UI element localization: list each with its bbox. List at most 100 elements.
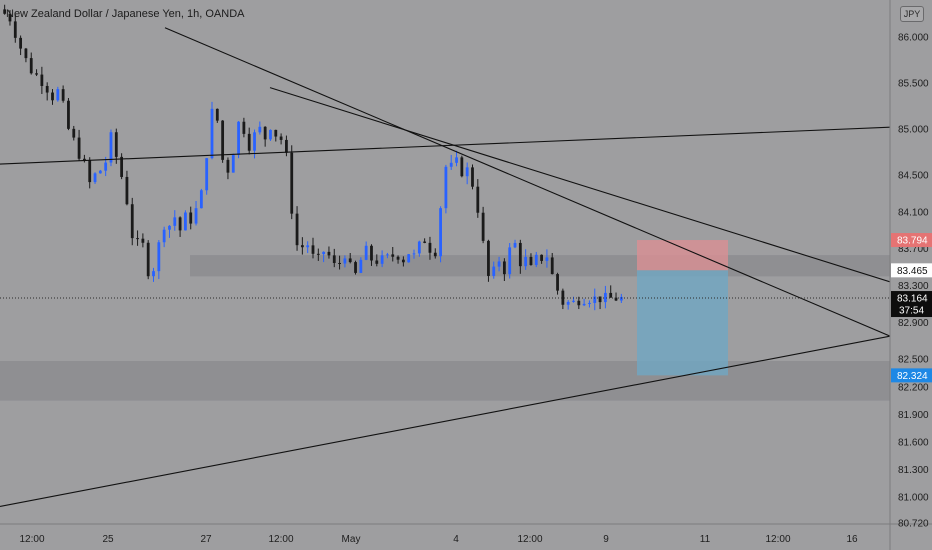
candle-body (300, 245, 304, 248)
candle-body (375, 260, 379, 264)
candle-body (476, 186, 480, 213)
current-price-tag-bg (891, 291, 932, 318)
candle-body (157, 242, 161, 272)
time-tick-label: 27 (200, 534, 212, 545)
candle-body (221, 120, 225, 160)
price-tick-label: 82.500 (898, 355, 929, 366)
candle-body (439, 208, 442, 257)
candle-body (231, 154, 235, 173)
candle-body (327, 251, 331, 256)
trendline-2[interactable] (164, 27, 891, 337)
candle-body (572, 300, 575, 302)
candle-body (359, 259, 363, 273)
price-tick-label: 81.000 (898, 493, 929, 504)
candle-body (24, 48, 28, 59)
candle-body (67, 100, 70, 129)
price-tick-label: 84.500 (898, 171, 929, 182)
candle-body (614, 297, 618, 301)
time-tick-label: 4 (453, 534, 459, 545)
trendlines-layer[interactable] (0, 27, 891, 507)
candle-body (311, 245, 315, 254)
candle-body (98, 170, 102, 174)
candle-body (168, 225, 171, 230)
candle-body (338, 262, 341, 264)
stop-loss-zone[interactable] (637, 240, 728, 271)
candle-body (114, 132, 118, 157)
candle-body (566, 301, 570, 305)
candle-body (226, 159, 230, 173)
candle-body (61, 89, 65, 101)
candle-body (391, 254, 395, 257)
candle-body (343, 258, 347, 264)
trendline-3[interactable] (269, 87, 891, 283)
candle-body (51, 92, 54, 101)
candle-body (29, 58, 33, 74)
candle-body (13, 21, 17, 38)
level-price-tag-bg (891, 263, 932, 278)
target-price-tag-bg (891, 368, 932, 383)
candle-body (242, 121, 246, 134)
candle-body (407, 254, 411, 263)
price-axis[interactable]: 86.000 85.500 85.000 84.500 84.100 83.700 83.3… (898, 33, 929, 530)
candle-body (125, 176, 129, 205)
candle-body (40, 74, 44, 86)
trendline-4[interactable] (0, 335, 891, 507)
lower-demand-zone (0, 361, 890, 401)
candle-body (173, 217, 177, 226)
price-tick-label: 86.000 (898, 33, 929, 44)
candle-body (513, 242, 517, 248)
candle-body (593, 296, 597, 303)
candle-body (104, 162, 108, 171)
time-axis[interactable]: 12:00 25 27 12:00 May 4 12:00 9 11 12:00 16 (19, 534, 858, 545)
candle-body (455, 157, 458, 163)
price-tick-label: 81.600 (898, 438, 929, 449)
candle-body (72, 128, 76, 138)
candle-body (295, 213, 299, 246)
candle-body (487, 240, 490, 276)
countdown-tag: 37:54 (899, 306, 924, 317)
candle-body (524, 256, 528, 267)
candle-body (263, 126, 267, 140)
candle-body (609, 292, 613, 298)
candle-body (253, 132, 256, 151)
candle-body (396, 256, 400, 260)
candle-body (556, 274, 559, 291)
take-profit-zone[interactable] (637, 270, 728, 376)
current-price-tag: 83.164 (897, 294, 928, 305)
candle-body (205, 158, 209, 191)
candle-body (274, 129, 278, 137)
time-tick-label: 12:00 (517, 534, 542, 545)
candle-body (412, 253, 416, 255)
candle-body (550, 257, 554, 275)
time-tick-label: 12:00 (765, 534, 790, 545)
time-tick-label: 11 (700, 534, 711, 545)
candle-body (88, 160, 92, 183)
candle-body (162, 229, 166, 243)
upper-support-zone (190, 255, 890, 277)
candle-body (45, 85, 49, 93)
candle-body (93, 173, 97, 183)
candle-body (540, 254, 543, 261)
trendline-1[interactable] (0, 126, 891, 165)
candle-body (619, 296, 623, 301)
candle-body (194, 208, 198, 224)
candle-body (237, 121, 240, 155)
candle-body (502, 261, 506, 275)
candle-body (35, 73, 38, 75)
candle-body (146, 242, 150, 277)
candle-body (178, 217, 182, 231)
candle-body (588, 302, 591, 304)
candle-body (189, 212, 193, 224)
candle-body (386, 254, 389, 256)
candle-body (184, 212, 187, 231)
symbol-title[interactable]: New Zealand Dollar / Japanese Yen, 1h, O… (6, 8, 245, 20)
price-tick-label: 80.720 (898, 519, 929, 530)
candle-body (332, 255, 336, 263)
currency-badge[interactable]: JPY (900, 6, 924, 22)
position-tool[interactable] (637, 240, 728, 376)
candle-body (247, 133, 251, 151)
candle-body (8, 13, 12, 22)
candle-body (285, 139, 288, 153)
